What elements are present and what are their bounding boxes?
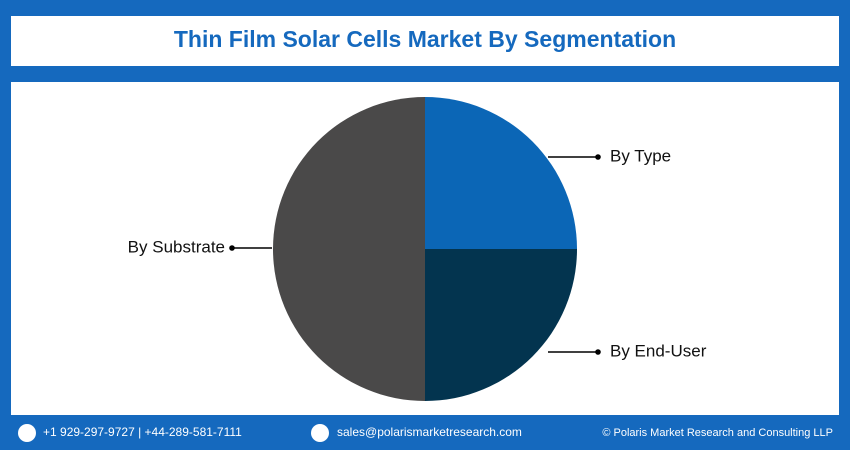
title-box [11,16,839,66]
slice-label: By End-User [610,341,707,360]
footer-phone: +1 929-297-9727 | +44-289-581-7111 [43,425,242,439]
chart-title: Thin Film Solar Cells Market By Segmenta… [174,26,676,52]
pie-slice [425,249,577,401]
slice-label: By Type [610,146,671,165]
pie-slice [425,97,577,249]
leader-dot [595,349,601,355]
email-icon [311,424,329,442]
footer-email: sales@polarismarketresearch.com [337,425,522,439]
slice-label: By Substrate [128,237,225,256]
pie-slice [273,97,425,401]
phone-icon [18,424,36,442]
footer-copyright: © Polaris Market Research and Consulting… [602,427,833,439]
leader-dot [229,245,235,251]
leader-dot [595,154,601,160]
footer: +1 929-297-9727 | +44-289-581-7111 sales… [18,424,833,442]
